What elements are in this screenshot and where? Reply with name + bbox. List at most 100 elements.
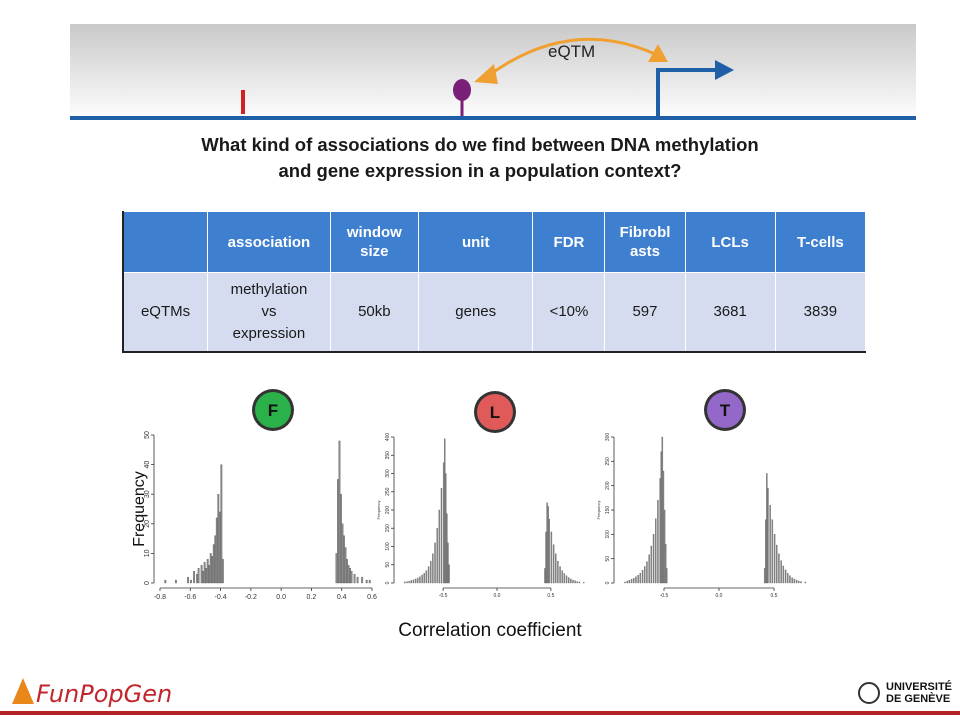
histogram-bar [335,553,338,584]
y-tick-label: 30 [144,490,151,498]
badge-label: F [268,401,278,420]
histogram-bar [353,573,356,584]
histogram-bar [193,571,195,584]
histogram-bar [557,560,559,584]
histogram-bar [218,511,221,584]
histogram-bar [220,464,223,584]
histogram-bar [432,553,434,584]
histogram-bar [446,513,448,584]
histogram-bar [652,534,655,584]
badge-label: T [720,401,731,420]
x-tick-label: 0.0 [276,594,286,601]
histogram-bar [552,544,555,584]
y-tick-label: 200 [605,481,611,490]
footer-divider [0,711,960,715]
badge-label: L [490,403,500,422]
y-tick-label: 40 [144,461,151,469]
x-tick-label: 0.5 [547,593,554,599]
x-tick-label: 0.6 [367,594,377,601]
histogram-bar [343,535,345,584]
histogram-bar [635,576,637,584]
histogram-bar [789,575,791,584]
histogram-bar [784,569,787,584]
histogram-bar [793,578,796,584]
y-tick-label: 0 [605,581,611,584]
histogram-bar [655,518,657,584]
histogram-bar [408,581,410,584]
x-tick-label: -0.5 [660,593,669,599]
histogram-bar [417,577,419,584]
histogram-bar [646,561,648,584]
histogram-bar [624,581,626,584]
histogram-bar [641,570,644,584]
histogram-bar [197,568,200,584]
histogram-bar [546,502,548,584]
histogram-bar [544,568,546,584]
histogram-bar [174,579,177,584]
histogram-bar [190,579,192,584]
eqtm-arc [487,37,656,78]
histogram-bar [423,572,425,584]
y-tick-label: 350 [385,451,391,460]
histogram-bar [545,531,547,584]
histogram-bar [663,509,666,584]
histogram-bar [410,580,413,584]
histogram-bar [782,565,785,584]
histogram-bar [804,581,807,584]
question-line-1: What kind of associations do we find bet… [201,134,759,155]
histogram-bar [217,494,220,584]
y-tick-label: 50 [144,431,151,439]
x-tick-label: 0.0 [494,593,501,599]
histogram-bar [200,565,203,584]
x-tick-label: 0.4 [337,594,347,601]
histogram-bar [349,568,351,584]
x-tick-label: 0.2 [307,594,317,601]
histogram-bar [565,575,568,584]
histogram-bar [659,478,661,584]
histogram-bar [776,544,778,584]
histogram-bar [798,580,800,584]
histogram-bar [626,580,628,584]
histogram-bar [368,579,371,584]
table-cell: <10% [532,272,606,353]
x-tick-label: -0.2 [245,594,257,601]
histogram-bar [630,578,633,584]
y-tick-label: 150 [385,524,391,533]
slide-question: What kind of associations do we find bet… [100,132,860,184]
histogram-bar [434,542,436,584]
histogram-bar [800,581,802,584]
histogram-bar [795,579,798,584]
histogram-bar [215,517,218,584]
table-cell: eQTMs [122,272,209,353]
histogram-bar [780,560,782,584]
eqtm-label: eQTM [548,42,595,61]
histogram-bar [205,568,208,584]
y-tick-label: 50 [385,562,391,568]
question-line-2: and gene expression in a population cont… [278,160,682,181]
histogram-bar [547,506,549,584]
university-seal-icon [858,682,880,704]
table-cell: 597 [604,272,686,353]
funpopgen-logo: FunPopGen [12,678,172,708]
badge-circle [255,392,291,428]
histogram-bar [644,566,646,584]
histogram-bar [763,568,766,584]
histogram-bar [361,576,364,584]
histogram-bar [563,573,566,584]
histogram-bar [574,580,576,584]
logo-triangle-icon [12,678,34,704]
histogram-bar [340,494,342,584]
histogram-bar [341,523,344,584]
table-header-cell: window size [329,211,419,273]
histogram-bar [650,545,653,584]
histogram-bar [767,487,769,584]
histogram-bar [578,581,581,584]
histogram-bar [572,579,574,584]
table-header-cell: association [207,211,331,273]
histogram-bar [356,576,359,584]
university-line-1: UNIVERSITÉ [886,681,953,693]
y-tick-label: 150 [605,506,611,515]
y-tick-label: 250 [385,487,391,496]
histogram-bar [196,573,199,584]
university-line-2: DE GENÈVE [886,693,951,705]
